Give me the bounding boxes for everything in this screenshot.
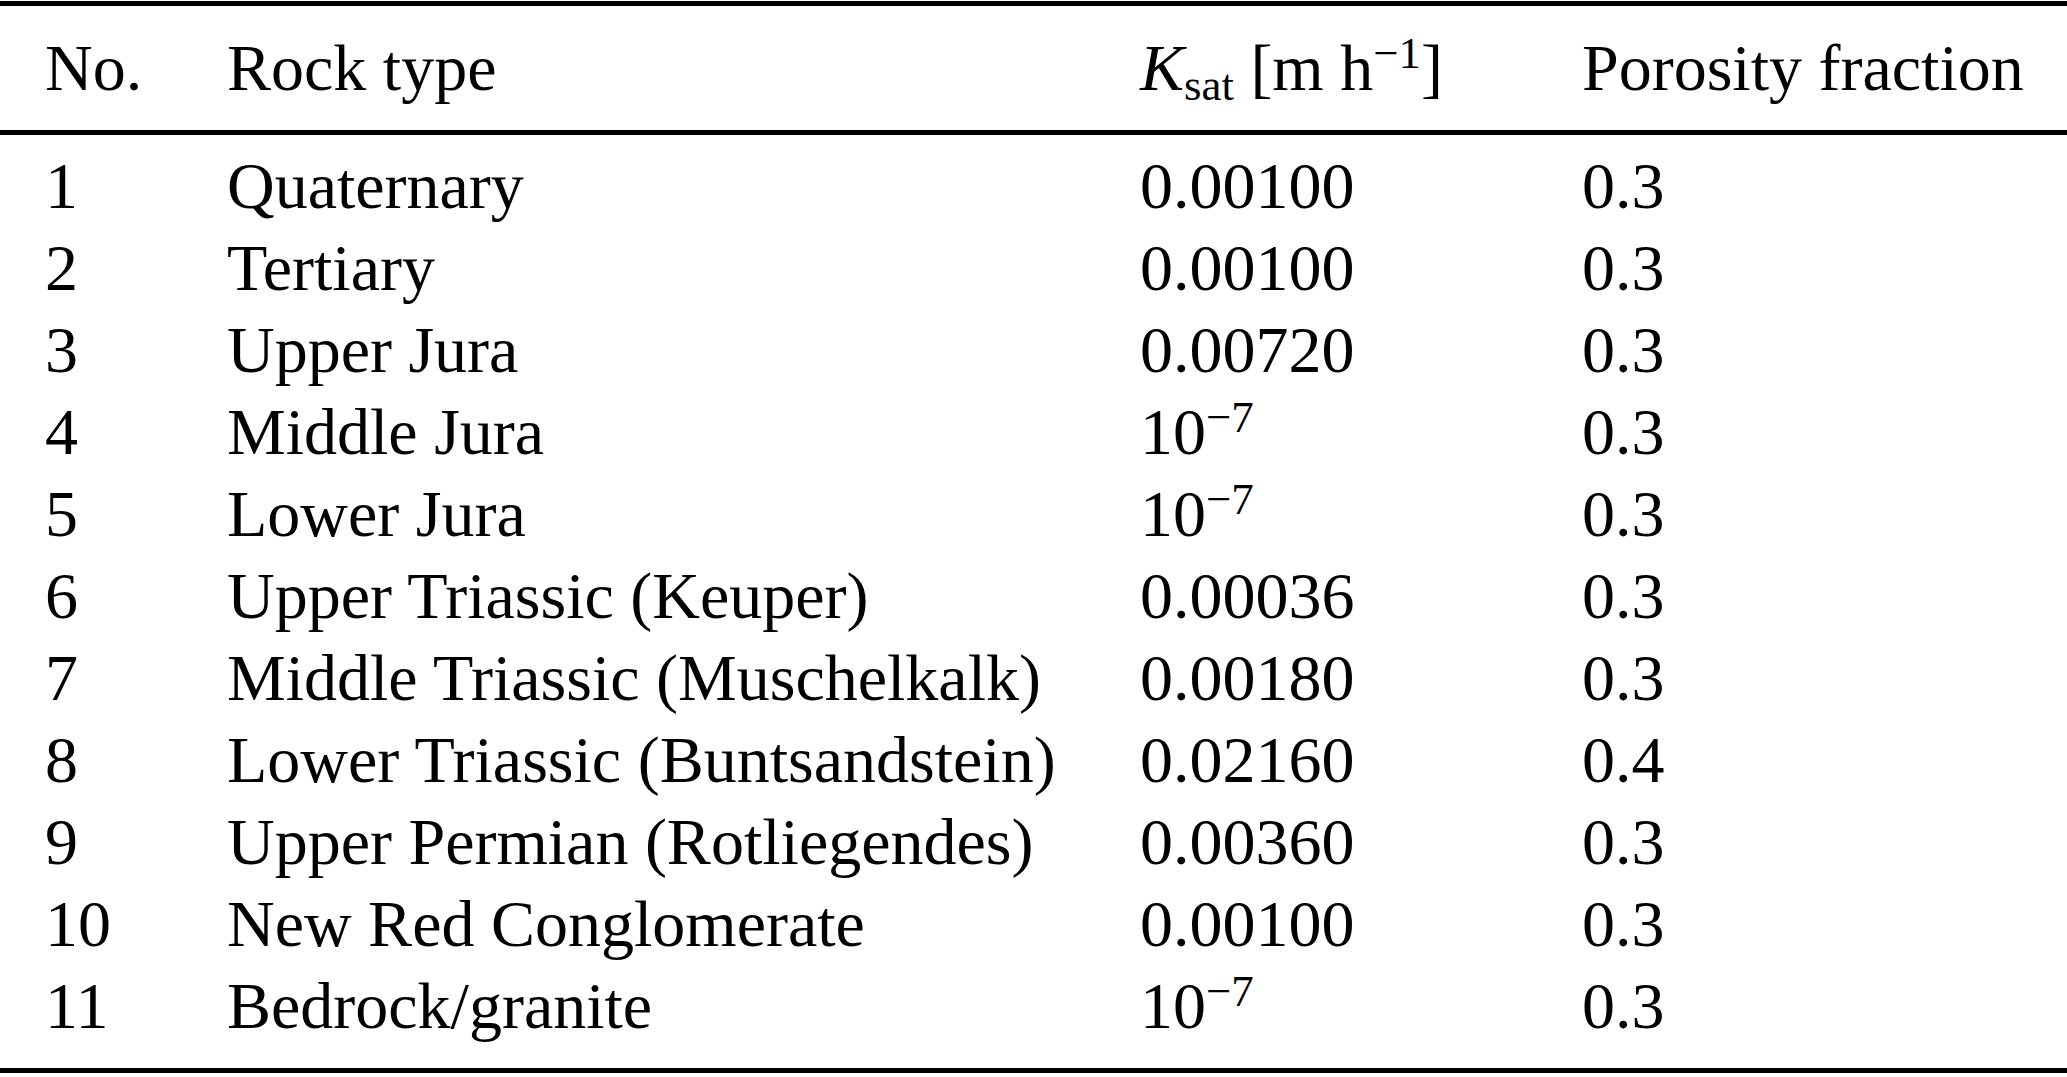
cell-no: 6 [45, 563, 78, 629]
cell-rock-type: Upper Permian (Rotliegendes) [227, 809, 1033, 875]
cell-rock-type: Bedrock/granite [227, 973, 652, 1039]
ksat-value: 0.02160 [1140, 723, 1355, 796]
cell-no: 1 [45, 153, 78, 219]
table-row: 2 Tertiary 0.00100 0.3 [0, 227, 2067, 309]
cell-porosity: 0.3 [1582, 645, 1665, 711]
table-header-rule [0, 130, 2067, 135]
cell-porosity: 0.3 [1582, 481, 1665, 547]
cell-ksat: 0.00360 [1140, 809, 1355, 875]
cell-porosity: 0.3 [1582, 891, 1665, 957]
cell-ksat: 0.00036 [1140, 563, 1355, 629]
cell-porosity: 0.3 [1582, 317, 1665, 383]
table-bottom-rule [0, 1068, 2067, 1073]
cell-rock-type: Middle Jura [227, 399, 544, 465]
cell-no: 3 [45, 317, 78, 383]
ksat-value: 0.00360 [1140, 805, 1355, 878]
ksat-unit-close: ] [1421, 31, 1443, 104]
table-body: 1 Quaternary 0.00100 0.3 2 Tertiary 0.00… [0, 145, 2067, 1047]
cell-ksat: 0.00720 [1140, 317, 1355, 383]
cell-ksat: 10−7 [1140, 399, 1254, 465]
cell-rock-type: Lower Jura [227, 481, 526, 547]
cell-ksat: 0.00100 [1140, 235, 1355, 301]
cell-rock-type: Upper Triassic (Keuper) [227, 563, 869, 629]
ksat-value: 0.00180 [1140, 641, 1355, 714]
ksat-value: 10 [1140, 395, 1206, 468]
cell-porosity: 0.3 [1582, 235, 1665, 301]
cell-ksat: 10−7 [1140, 481, 1254, 547]
ksat-value: 0.00720 [1140, 313, 1355, 386]
ksat-value: 10 [1140, 477, 1206, 550]
header-ksat: Ksat [m h−1] [1140, 35, 1443, 101]
cell-no: 9 [45, 809, 78, 875]
cell-rock-type: Upper Jura [227, 317, 518, 383]
table-row: 6 Upper Triassic (Keuper) 0.00036 0.3 [0, 555, 2067, 637]
cell-no: 11 [45, 973, 109, 1039]
table-row: 7 Middle Triassic (Muschelkalk) 0.00180 … [0, 637, 2067, 719]
ksat-exponent: −7 [1206, 966, 1254, 1016]
table-row: 9 Upper Permian (Rotliegendes) 0.00360 0… [0, 801, 2067, 883]
ksat-value: 10 [1140, 969, 1206, 1042]
cell-porosity: 0.4 [1582, 727, 1665, 793]
rock-properties-table: No. Rock type Ksat [m h−1] Porosity frac… [0, 0, 2067, 1077]
cell-ksat: 0.02160 [1140, 727, 1355, 793]
cell-no: 10 [45, 891, 111, 957]
ksat-symbol: K [1140, 31, 1184, 104]
table-row: 1 Quaternary 0.00100 0.3 [0, 145, 2067, 227]
ksat-value: 0.00100 [1140, 231, 1355, 304]
header-rock-type: Rock type [227, 35, 496, 101]
cell-porosity: 0.3 [1582, 563, 1665, 629]
table-header-row: No. Rock type Ksat [m h−1] Porosity frac… [0, 6, 2067, 130]
cell-no: 4 [45, 399, 78, 465]
cell-no: 2 [45, 235, 78, 301]
header-porosity: Porosity fraction [1582, 35, 2024, 101]
ksat-value: 0.00100 [1140, 887, 1355, 960]
table-row: 5 Lower Jura 10−7 0.3 [0, 473, 2067, 555]
cell-ksat: 0.00180 [1140, 645, 1355, 711]
cell-ksat: 0.00100 [1140, 891, 1355, 957]
ksat-unit-open: [m h [1234, 31, 1373, 104]
cell-rock-type: Lower Triassic (Buntsandstein) [227, 727, 1056, 793]
cell-rock-type: Tertiary [227, 235, 435, 301]
cell-porosity: 0.3 [1582, 153, 1665, 219]
cell-rock-type: New Red Conglomerate [227, 891, 865, 957]
cell-no: 5 [45, 481, 78, 547]
ksat-value: 0.00036 [1140, 559, 1355, 632]
cell-no: 7 [45, 645, 78, 711]
ksat-subscript: sat [1184, 60, 1234, 110]
cell-porosity: 0.3 [1582, 809, 1665, 875]
table-row: 8 Lower Triassic (Buntsandstein) 0.02160… [0, 719, 2067, 801]
header-no: No. [45, 35, 142, 101]
cell-no: 8 [45, 727, 78, 793]
cell-ksat: 10−7 [1140, 973, 1254, 1039]
ksat-exponent: −7 [1206, 392, 1254, 442]
ksat-unit-exponent: −1 [1373, 28, 1421, 78]
cell-rock-type: Quaternary [227, 153, 524, 219]
table-row: 10 New Red Conglomerate 0.00100 0.3 [0, 883, 2067, 965]
table-row: 4 Middle Jura 10−7 0.3 [0, 391, 2067, 473]
cell-porosity: 0.3 [1582, 399, 1665, 465]
table-row: 11 Bedrock/granite 10−7 0.3 [0, 965, 2067, 1047]
ksat-value: 0.00100 [1140, 149, 1355, 222]
cell-porosity: 0.3 [1582, 973, 1665, 1039]
table-row: 3 Upper Jura 0.00720 0.3 [0, 309, 2067, 391]
ksat-exponent: −7 [1206, 474, 1254, 524]
cell-ksat: 0.00100 [1140, 153, 1355, 219]
cell-rock-type: Middle Triassic (Muschelkalk) [227, 645, 1041, 711]
